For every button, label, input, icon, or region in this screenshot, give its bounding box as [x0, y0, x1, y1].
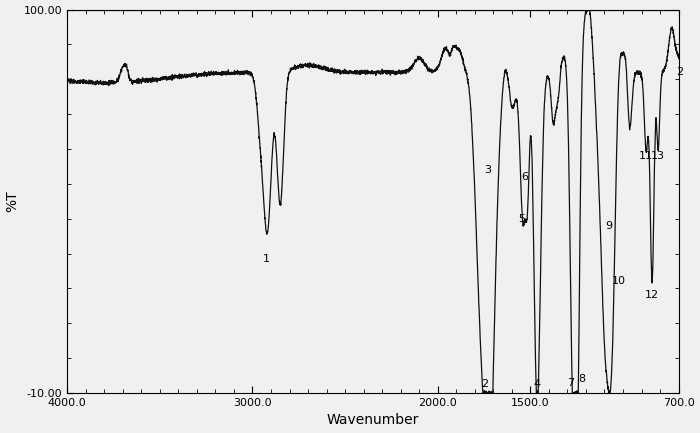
Text: 13: 13 [651, 151, 665, 161]
Text: 8: 8 [578, 374, 586, 384]
Text: 4: 4 [533, 379, 540, 389]
Text: 6: 6 [522, 172, 528, 182]
X-axis label: Wavenumber: Wavenumber [327, 414, 419, 427]
Text: 9: 9 [606, 221, 612, 231]
Text: 1: 1 [263, 254, 270, 264]
Text: 7: 7 [567, 378, 574, 388]
Y-axis label: %T: %T [6, 191, 20, 212]
Text: 3: 3 [484, 165, 491, 175]
Text: 11: 11 [639, 151, 653, 161]
Text: 2: 2 [676, 67, 683, 78]
Text: 2: 2 [482, 379, 489, 389]
Text: 10: 10 [612, 277, 626, 287]
Text: 12: 12 [645, 291, 659, 301]
Text: 5: 5 [518, 214, 525, 224]
